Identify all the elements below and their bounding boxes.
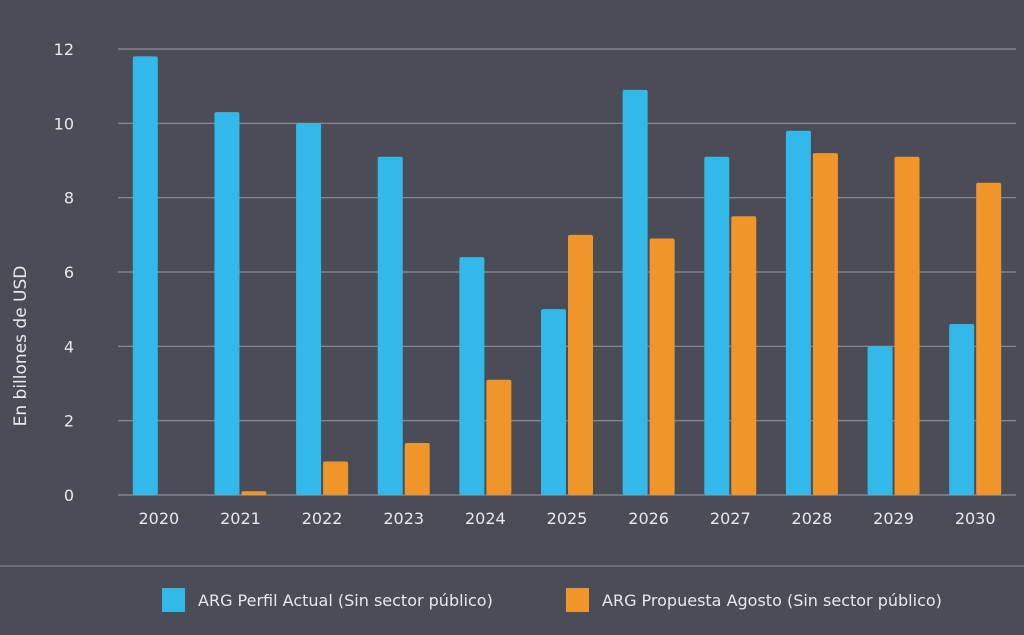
legend-swatch [162,588,185,612]
bar-propuesta-agosto-2026 [649,238,675,496]
bar-perfil-actual-2026 [622,89,648,495]
bar-perfil-actual-2024 [459,257,485,495]
y-axis-label: En billones de USD [11,266,31,427]
legend-label: ARG Propuesta Agosto (Sin sector público… [602,591,942,610]
bar-perfil-actual-2028 [785,130,811,495]
bar-propuesta-agosto-2021 [241,491,267,495]
y-tick-label: 12 [54,40,74,59]
y-tick-label: 2 [64,412,74,431]
bar-propuesta-agosto-2029 [894,156,920,496]
x-tick-label: 2029 [873,509,914,528]
bar-perfil-actual-2029 [867,346,893,495]
x-tick-label: 2022 [302,509,343,528]
y-axis-ticks: 0 2 4 6 8 10 12 [54,40,74,505]
bar-propuesta-agosto-2022 [323,461,349,495]
legend: ARG Perfil Actual (Sin sector público) AR… [162,588,942,612]
y-tick-label: 6 [64,263,74,282]
bar-perfil-actual-2025 [541,309,566,495]
x-tick-label: 2023 [383,509,424,528]
bar-perfil-actual-2021 [214,112,240,495]
bar-perfil-actual-2020 [132,56,158,495]
bar-propuesta-agosto-2024 [486,379,512,495]
x-tick-label: 2020 [138,509,179,528]
y-tick-label: 8 [64,189,74,208]
legend-label: ARG Perfil Actual (Sin sector público) [198,591,493,610]
x-tick-label: 2030 [955,509,996,528]
x-tick-label: 2027 [710,509,751,528]
x-tick-label: 2026 [628,509,669,528]
legend-swatch [566,588,589,612]
bar-propuesta-agosto-2028 [812,153,838,496]
x-axis-ticks: 2020 2021 2022 2023 2024 2025 2026 2027 2028 2029… [138,509,995,528]
bar-perfil-actual-2027 [704,156,730,496]
x-tick-label: 2028 [792,509,833,528]
y-tick-label: 10 [54,114,74,133]
bar-propuesta-agosto-2030 [976,182,1002,496]
x-tick-label: 2024 [465,509,506,528]
x-tick-label: 2025 [547,509,588,528]
bar-propuesta-agosto-2025 [568,234,593,496]
gridlines [118,48,1016,496]
bar-perfil-actual-2022 [296,123,322,495]
bars [132,56,1002,496]
y-tick-label: 4 [64,337,74,356]
bar-propuesta-agosto-2023 [404,442,430,495]
bar-propuesta-agosto-2027 [731,216,757,495]
x-tick-label: 2021 [220,509,261,528]
bar-perfil-actual-2023 [377,156,403,496]
bar-perfil-actual-2030 [949,324,975,495]
y-tick-label: 0 [64,486,74,505]
